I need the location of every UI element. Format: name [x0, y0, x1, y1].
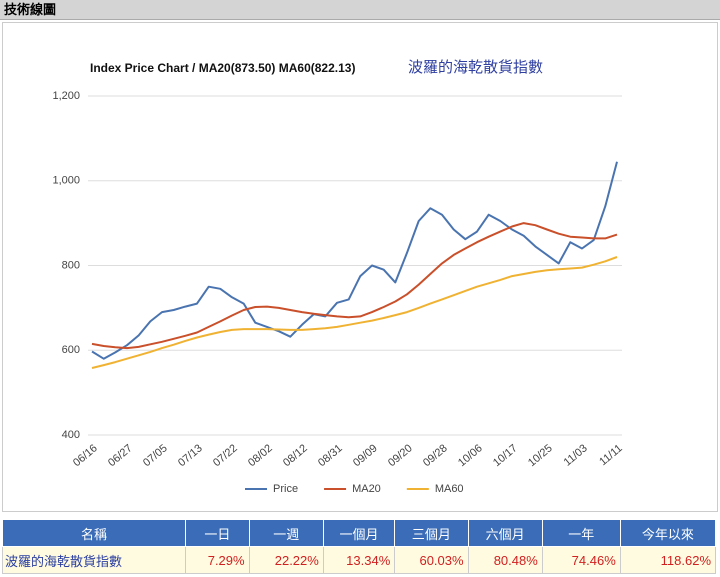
x-tick-label: 09/09 [351, 442, 380, 469]
table-cell: 74.46% [541, 546, 621, 574]
x-tick-label: 10/17 [491, 442, 520, 469]
legend-label: MA20 [352, 483, 381, 495]
legend-label: Price [273, 483, 298, 495]
x-tick-label: 11/11 [597, 442, 625, 468]
legend-label: MA60 [435, 483, 464, 495]
x-tick-label: 08/31 [316, 442, 345, 469]
x-tick-label: 06/27 [106, 442, 135, 469]
table-row: 波羅的海乾散貨指數 7.29% 22.22% 13.34% 60.03% 80.48% 74… [1, 546, 717, 574]
table-cell: 80.48% [467, 546, 543, 574]
performance-table: 名稱 一日 一週 一個月 三個月 六個月 一年 今年以來 波羅的海乾散貨指數 7.29% 22.22… [1, 519, 717, 574]
table-cell: 波羅的海乾散貨指數 [1, 546, 187, 574]
column-header: 今年以來 [619, 519, 717, 547]
x-tick-label: 07/13 [176, 442, 205, 469]
x-tick-label: 08/02 [246, 442, 275, 469]
column-header: 一日 [185, 519, 250, 547]
x-tick-label: 10/06 [456, 442, 485, 469]
table-cell: 13.34% [322, 546, 396, 574]
column-header: 名稱 [1, 519, 187, 547]
y-tick-label: 400 [62, 429, 80, 441]
column-header: 三個月 [394, 519, 469, 547]
x-tick-label: 10/25 [526, 442, 555, 469]
y-tick-label: 1,200 [52, 90, 80, 102]
x-tick-label: 07/22 [211, 442, 240, 469]
x-tick-label: 07/05 [141, 442, 170, 469]
table-cell: 7.29% [185, 546, 250, 574]
x-tick-label: 08/12 [281, 442, 310, 469]
line-series [91, 222, 618, 350]
chart-panel [2, 22, 718, 512]
x-tick-label: 11/03 [562, 442, 590, 468]
column-header: 一週 [248, 519, 324, 547]
table-header: 名稱 一日 一週 一個月 三個月 六個月 一年 今年以來 [1, 519, 717, 547]
line-series [91, 161, 618, 360]
chart-subtitle: 波羅的海乾散貨指數 [408, 59, 543, 76]
x-tick-label: 09/20 [386, 442, 415, 469]
section-header: 技術線圖 [0, 0, 720, 20]
column-header: 六個月 [467, 519, 543, 547]
table-cell: 118.62% [619, 546, 717, 574]
x-tick-label: 06/16 [71, 442, 100, 469]
table-cell: 60.03% [394, 546, 469, 574]
column-header: 一個月 [322, 519, 396, 547]
table-body: 波羅的海乾散貨指數 7.29% 22.22% 13.34% 60.03% 80.48% 74… [1, 546, 717, 574]
line-series [91, 256, 618, 369]
column-header: 一年 [541, 519, 621, 547]
y-tick-label: 1,000 [52, 175, 80, 187]
chart: Index Price Chart / MA20(873.50) MA60(82… [52, 59, 625, 495]
table-cell: 22.22% [248, 546, 324, 574]
chart-title: Index Price Chart / MA20(873.50) MA60(82… [90, 61, 355, 75]
x-tick-label: 09/28 [421, 442, 450, 469]
y-tick-label: 800 [62, 259, 80, 271]
y-tick-label: 600 [62, 344, 80, 356]
